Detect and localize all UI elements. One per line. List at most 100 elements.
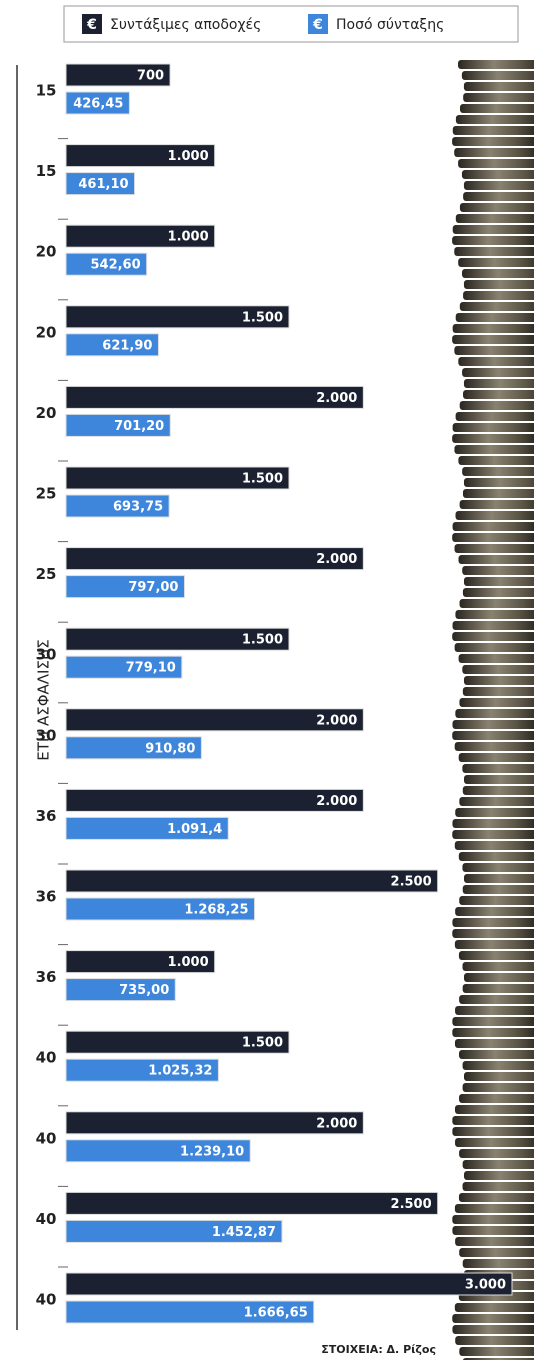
bar	[65, 305, 290, 329]
coin	[462, 1061, 534, 1070]
category-label: 25	[36, 485, 57, 503]
coin	[464, 1072, 534, 1081]
coin	[459, 302, 534, 311]
axis-label: ΕΤΗ ΑΣΦΑΛΙΣΗΣ	[35, 639, 53, 760]
coin	[462, 885, 534, 894]
bar	[65, 547, 364, 571]
coin	[458, 456, 534, 465]
coin	[459, 995, 534, 1004]
coin	[455, 907, 534, 916]
value-label: 1.025,32	[148, 1064, 212, 1079]
coin	[463, 379, 534, 388]
coin	[452, 423, 534, 432]
legend-symbol: €	[86, 17, 97, 33]
value-label: 2.500	[391, 1197, 432, 1212]
coin	[454, 643, 534, 652]
value-label: 735,00	[119, 983, 169, 998]
coin	[463, 192, 534, 201]
coin	[454, 346, 534, 355]
bar	[65, 655, 183, 679]
coin	[455, 808, 534, 817]
coin	[463, 973, 534, 982]
bar	[65, 252, 148, 276]
coin	[463, 775, 534, 784]
coin	[458, 1193, 534, 1202]
coin	[458, 357, 534, 366]
coin	[463, 577, 534, 586]
coin	[462, 588, 534, 597]
coin	[460, 104, 534, 113]
coin	[462, 489, 534, 498]
coin	[463, 874, 534, 883]
coin	[452, 731, 534, 740]
coin	[463, 676, 534, 685]
coin	[452, 126, 534, 135]
legend-swatch	[82, 14, 102, 34]
coin	[459, 797, 534, 806]
coin	[452, 324, 534, 333]
coin	[455, 1138, 534, 1147]
coin	[452, 137, 534, 146]
coin	[458, 60, 534, 69]
legend-label: Συντάξιμες αποδοχές	[110, 17, 261, 33]
coin	[452, 1314, 534, 1323]
coin	[452, 720, 534, 729]
value-label: 1.452,87	[212, 1225, 276, 1240]
bar	[65, 1219, 283, 1243]
bar	[65, 494, 170, 518]
bar	[65, 224, 216, 248]
coin	[463, 280, 534, 289]
coin	[458, 852, 534, 861]
bar	[65, 978, 176, 1002]
coin	[455, 610, 534, 619]
bar	[65, 1191, 439, 1215]
coin	[452, 225, 534, 234]
coin	[454, 1303, 534, 1312]
legend-swatch	[308, 14, 328, 34]
value-label: 1.000	[168, 955, 209, 970]
category-label: 40	[36, 1291, 57, 1309]
value-label: 797,00	[128, 580, 178, 595]
coin	[463, 478, 534, 487]
coin	[462, 687, 534, 696]
category-label: 36	[36, 807, 57, 825]
coin	[458, 654, 534, 663]
bar	[65, 816, 229, 840]
coin	[459, 698, 534, 707]
coin	[463, 82, 534, 91]
coin	[455, 709, 534, 718]
bar	[65, 333, 159, 357]
coin	[458, 555, 534, 564]
coin	[454, 940, 534, 949]
coin	[459, 1149, 534, 1158]
coin	[452, 1017, 534, 1026]
coin	[462, 665, 534, 674]
coin	[452, 819, 534, 828]
value-label: 2.500	[391, 875, 432, 890]
bar	[65, 91, 130, 115]
bar	[65, 897, 256, 921]
value-label: 1.500	[242, 310, 283, 325]
value-label: 700	[137, 69, 164, 84]
coin	[455, 214, 534, 223]
value-label: 1.000	[168, 149, 209, 164]
category-label: 15	[36, 82, 57, 100]
coin	[462, 863, 534, 872]
coin	[462, 1083, 534, 1092]
coin	[461, 170, 534, 179]
coin	[455, 1336, 534, 1345]
coin	[452, 918, 534, 927]
coin	[452, 1215, 534, 1224]
value-label: 701,20	[114, 419, 164, 434]
coin	[452, 621, 534, 630]
bar	[65, 1030, 290, 1054]
bar	[65, 1111, 364, 1135]
bar	[65, 1139, 251, 1163]
coin	[462, 1259, 534, 1268]
value-label: 2.000	[316, 794, 357, 809]
category-label: 30	[36, 646, 57, 664]
coin	[464, 1171, 534, 1180]
coin	[458, 753, 534, 762]
coin	[459, 1094, 534, 1103]
